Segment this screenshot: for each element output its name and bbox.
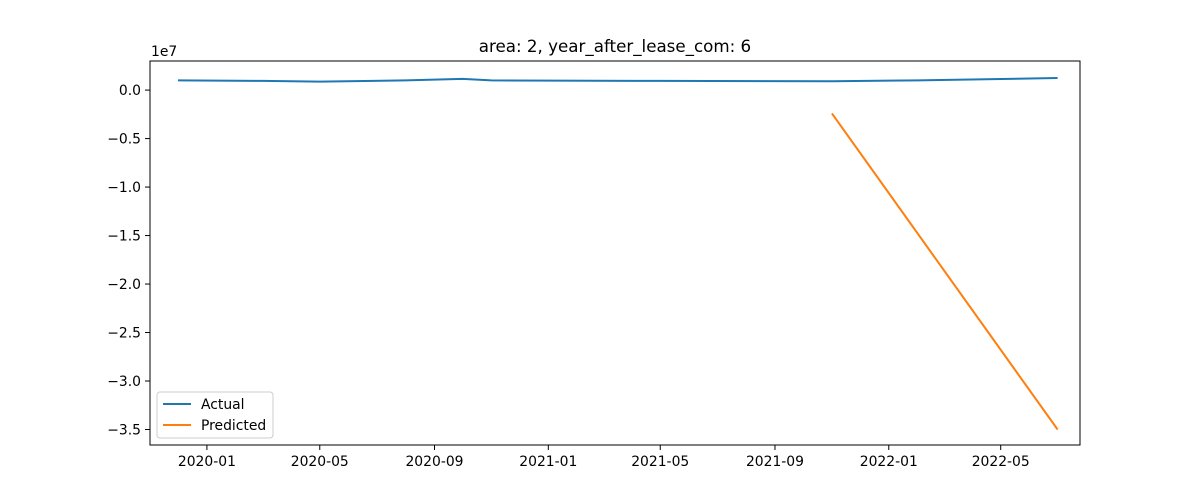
y-tick-label: −3.5 — [107, 422, 141, 438]
x-tick-label: 2021-05 — [631, 454, 689, 470]
series-layer — [177, 77, 1059, 431]
plot-frame — [149, 60, 1081, 446]
y-tick-label: −2.0 — [107, 277, 141, 293]
x-axis: 2020-01 2020-05 2020-09 2021-01 2021-05 2021-… — [178, 445, 1030, 470]
legend-label-actual: Actual — [201, 397, 245, 413]
y-tick-label: −1.0 — [107, 180, 141, 196]
y-offset-label: 1e7 — [151, 44, 177, 60]
y-tick-label: −0.5 — [107, 132, 141, 148]
x-tick-label: 2022-05 — [972, 454, 1030, 470]
x-tick-label: 2022-01 — [860, 454, 918, 470]
y-axis: 0.0 −0.5 −1.0 −1.5 −2.0 −2.5 −3.0 −3.5 — [107, 83, 150, 438]
x-tick-label: 2021-09 — [746, 454, 804, 470]
y-tick-label: −2.5 — [107, 326, 141, 342]
x-tick-label: 2020-01 — [178, 454, 236, 470]
legend: Actual Predicted — [156, 391, 274, 439]
x-tick-label: 2021-01 — [519, 454, 577, 470]
y-tick-label: 0.0 — [119, 83, 141, 99]
x-tick-label: 2020-05 — [291, 454, 349, 470]
y-tick-label: −3.0 — [107, 374, 141, 390]
y-tick-label: −1.5 — [107, 229, 141, 245]
series-line-predicted — [831, 112, 1059, 431]
x-tick-label: 2020-09 — [405, 454, 463, 470]
series-line-actual — [177, 77, 1058, 83]
chart-title: area: 2, year_after_lease_com: 6 — [479, 36, 751, 57]
legend-label-predicted: Predicted — [201, 418, 266, 434]
